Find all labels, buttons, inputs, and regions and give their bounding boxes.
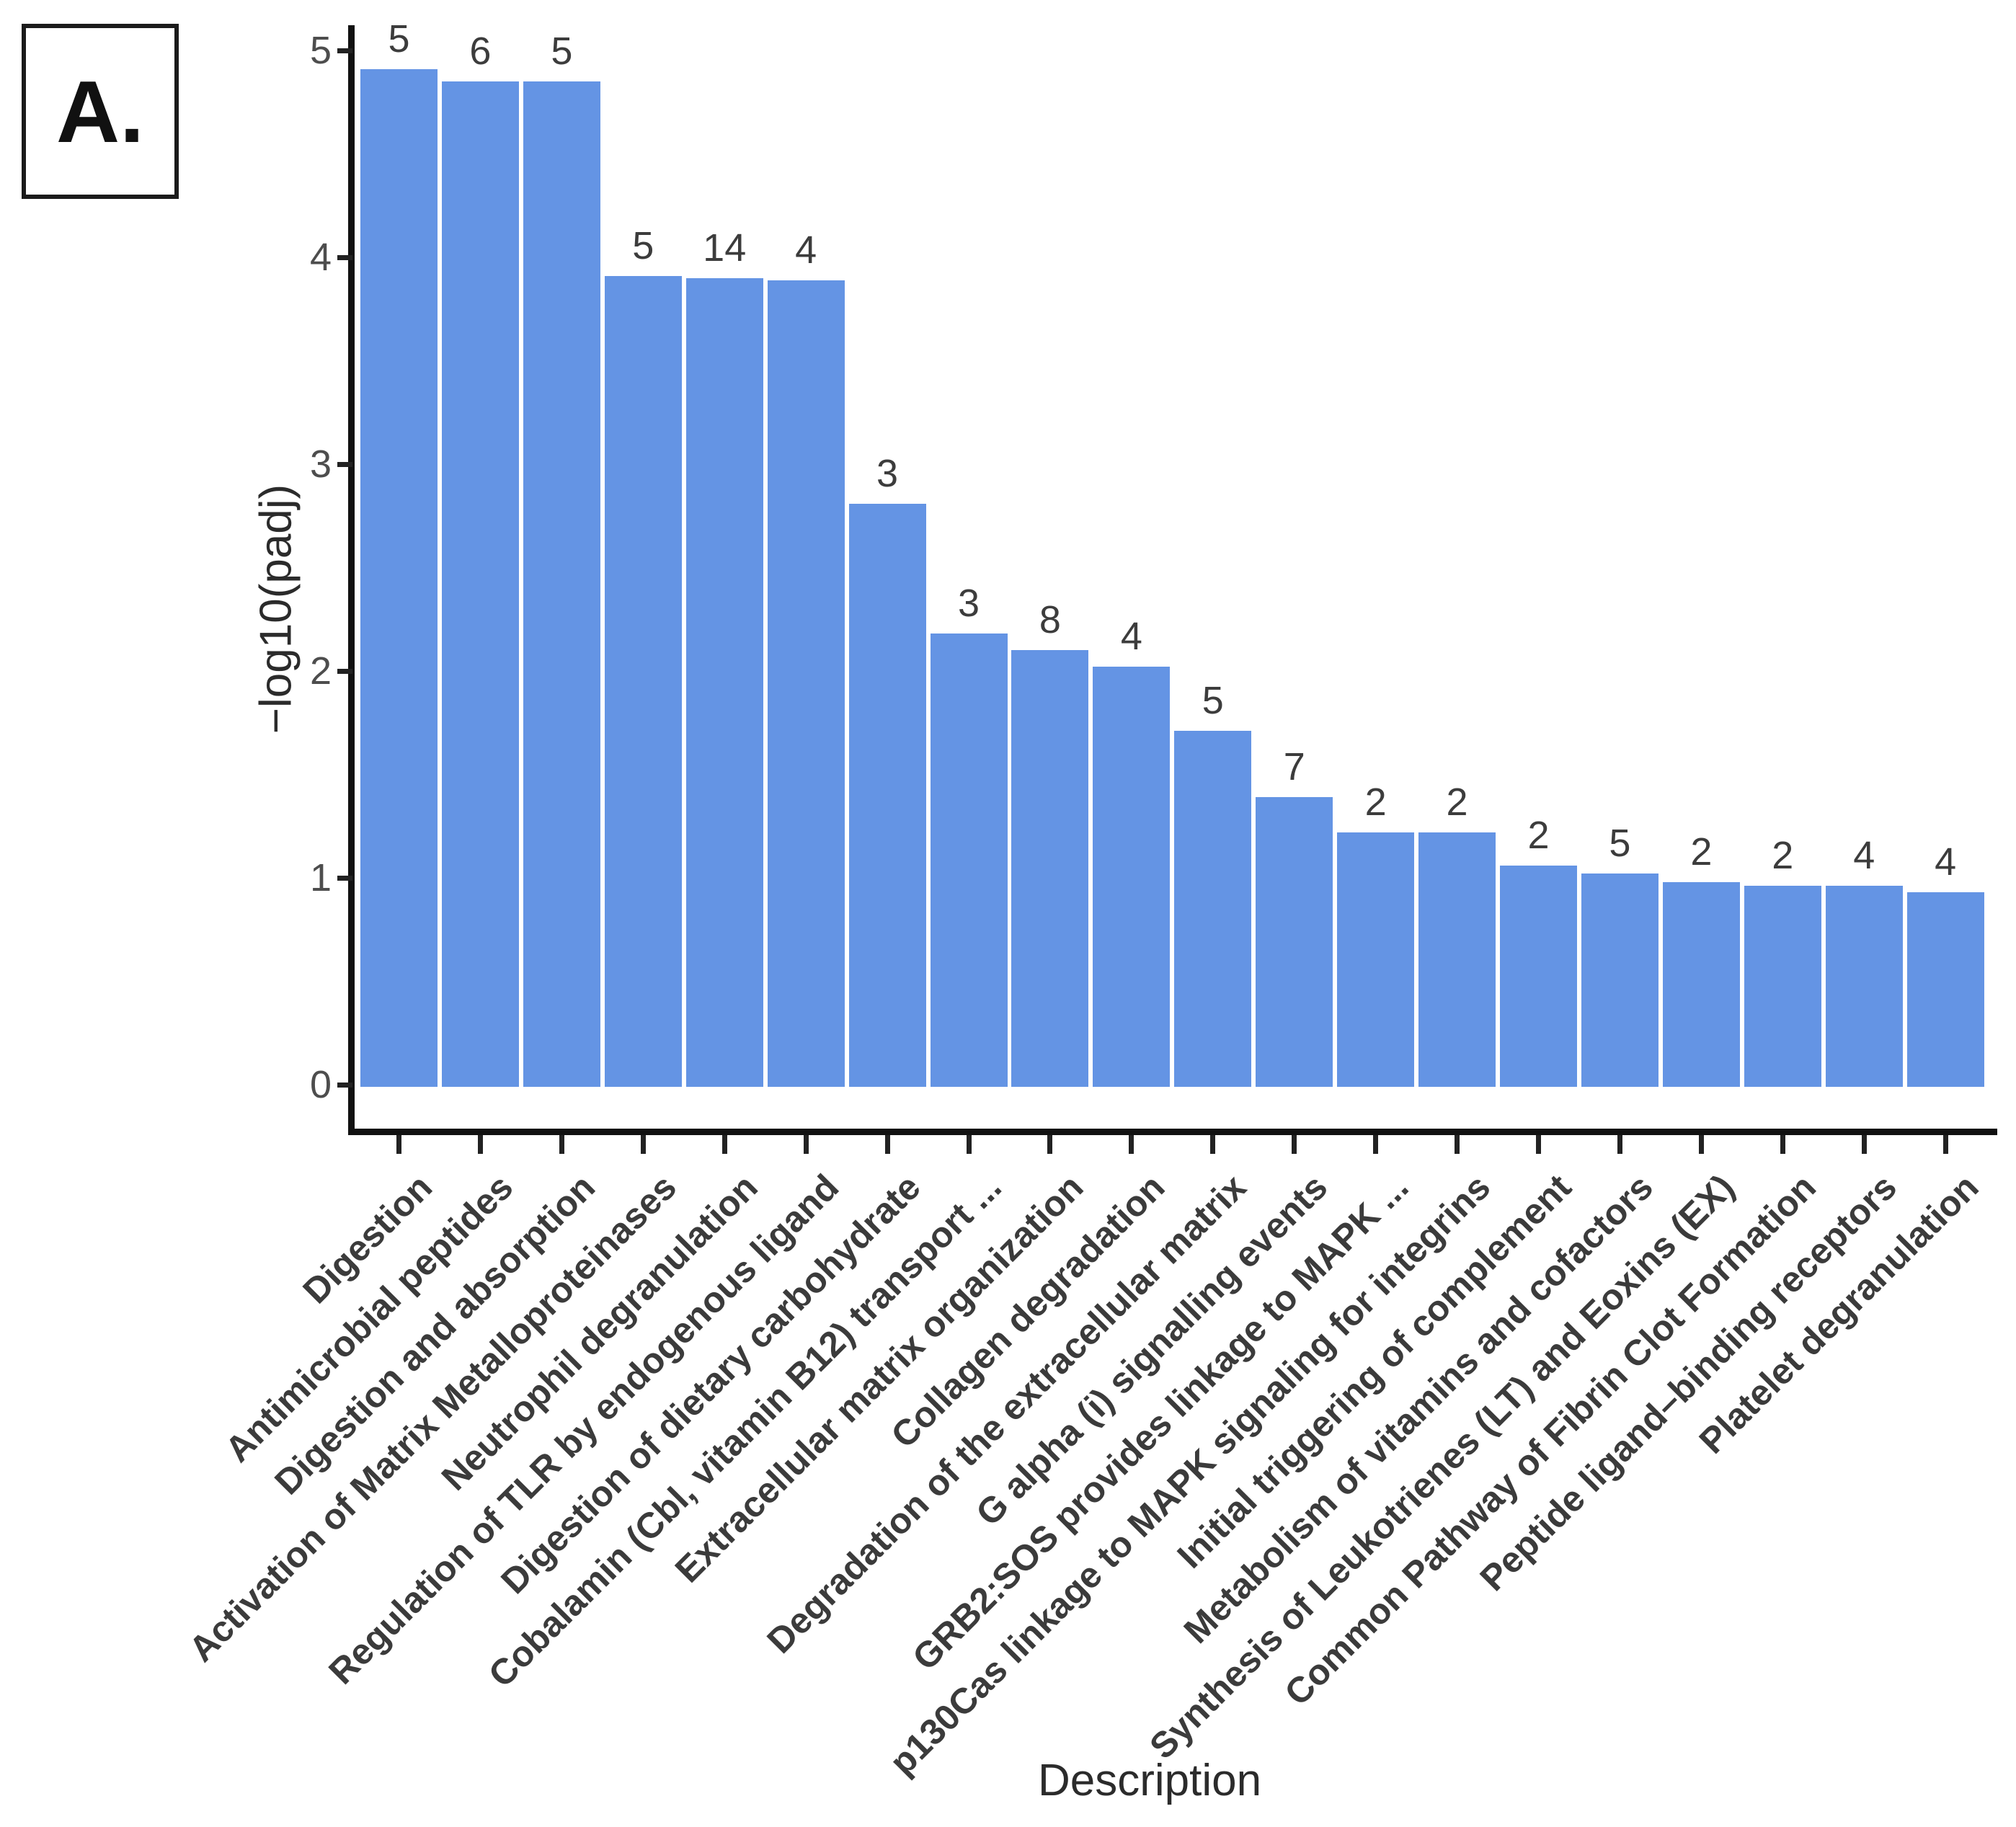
- panel-label: A.: [56, 62, 144, 161]
- bar: [1093, 667, 1171, 1087]
- bar-count-label: 7: [1283, 745, 1305, 789]
- bar-count-label: 5: [1609, 822, 1631, 866]
- bar-count-label: 4: [1120, 615, 1142, 659]
- x-tick-mark: [1210, 1135, 1216, 1154]
- y-axis-title: −log10(padj): [251, 484, 301, 734]
- bar-count-label: 2: [1364, 780, 1387, 824]
- panel-label-box: A.: [22, 24, 179, 199]
- x-tick-mark: [884, 1135, 890, 1154]
- x-tick-mark: [1292, 1135, 1297, 1154]
- bar: [604, 275, 682, 1087]
- x-axis-title: Description: [1037, 1756, 1262, 1805]
- bar-count-label: 4: [1853, 834, 1875, 878]
- bar-count-label: 2: [1527, 813, 1550, 857]
- bar-count-label: 14: [703, 226, 747, 270]
- bar: [767, 280, 845, 1087]
- bar-count-label: 2: [1446, 780, 1468, 824]
- bar: [685, 277, 763, 1087]
- bar: [1337, 832, 1415, 1087]
- bar-count-label: 6: [469, 30, 492, 74]
- y-tick-mark: [337, 875, 352, 881]
- x-tick-mark: [1373, 1135, 1379, 1154]
- y-tick-label: 1: [309, 856, 332, 899]
- bar-count-label: 5: [551, 30, 573, 74]
- bar: [1744, 886, 1821, 1087]
- bar-count-label: 3: [957, 582, 980, 626]
- y-tick-label: 4: [309, 236, 332, 279]
- bar-count-label: 2: [1690, 830, 1713, 874]
- bar: [1581, 874, 1658, 1087]
- bar: [441, 81, 519, 1087]
- bar-count-label: 5: [632, 223, 654, 267]
- bar: [848, 503, 926, 1087]
- x-tick-mark: [966, 1135, 972, 1154]
- x-tick-mark: [1942, 1135, 1948, 1154]
- bar: [1011, 650, 1089, 1087]
- x-tick-mark: [803, 1135, 809, 1154]
- y-tick-label: 2: [309, 649, 332, 693]
- bar-count-label: 5: [1202, 679, 1224, 723]
- x-tick-mark: [1455, 1135, 1460, 1154]
- x-tick-mark: [721, 1135, 727, 1154]
- y-tick-mark: [337, 254, 352, 260]
- x-tick-mark: [559, 1135, 564, 1154]
- x-axis-line: [348, 1129, 1997, 1135]
- bar-count-label: 3: [876, 451, 899, 495]
- y-axis-line: [348, 25, 355, 1135]
- y-tick-mark: [337, 668, 352, 674]
- bar-count-label: 2: [1772, 834, 1794, 878]
- bar: [523, 81, 600, 1087]
- y-tick-mark: [337, 461, 352, 467]
- bar-count-label: 8: [1039, 598, 1061, 642]
- x-tick-mark: [1780, 1135, 1785, 1154]
- bar-count-label: 4: [795, 228, 817, 272]
- y-tick-label: 5: [309, 29, 332, 72]
- bar: [1906, 892, 1984, 1087]
- bar: [1256, 797, 1333, 1087]
- x-tick-mark: [1698, 1135, 1704, 1154]
- bar-count-label: 4: [1935, 840, 1957, 884]
- x-tick-mark: [396, 1135, 401, 1154]
- bar: [1174, 731, 1252, 1087]
- bar-count-label: 5: [388, 17, 410, 61]
- x-tick-mark: [1617, 1135, 1622, 1154]
- y-tick-label: 3: [309, 443, 332, 486]
- x-tick-mark: [640, 1135, 646, 1154]
- bar: [930, 634, 1008, 1087]
- bar: [1825, 886, 1903, 1087]
- x-tick-mark: [1047, 1135, 1053, 1154]
- x-tick-mark: [477, 1135, 483, 1154]
- bar: [1418, 832, 1496, 1087]
- y-tick-mark: [337, 1082, 352, 1088]
- x-tick-mark: [1861, 1135, 1867, 1154]
- x-tick-mark: [1536, 1135, 1542, 1154]
- y-tick-mark: [337, 48, 352, 53]
- x-tick-mark: [1129, 1135, 1134, 1154]
- bar: [1500, 865, 1578, 1087]
- y-tick-label: 0: [309, 1063, 332, 1106]
- bar: [1662, 881, 1740, 1087]
- bar: [360, 68, 438, 1087]
